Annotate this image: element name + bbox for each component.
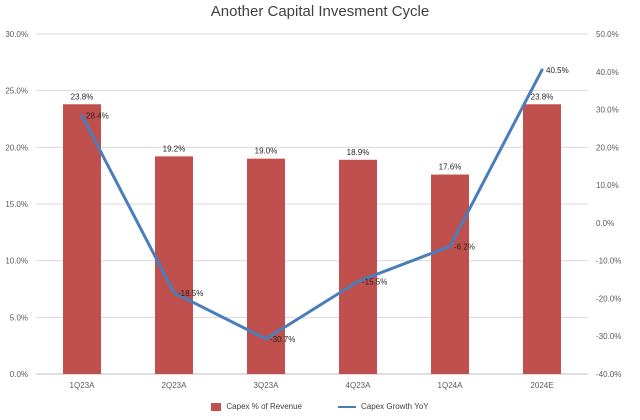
legend-bar-swatch	[211, 402, 222, 411]
bar	[431, 174, 469, 374]
x-tick-label: 4Q23A	[346, 381, 372, 390]
y-right-tick-label: -30.0%	[596, 332, 621, 341]
legend-item-capex-growth: Capex Growth YoY	[338, 402, 429, 411]
bar	[523, 104, 561, 375]
bar-data-label: 17.6%	[439, 163, 462, 172]
legend-label-capex-growth: Capex Growth YoY	[361, 402, 429, 411]
bar	[63, 104, 101, 375]
line-data-label: -18.5%	[178, 289, 203, 298]
legend-label-capex-revenue: Capex % of Revenue	[226, 402, 302, 411]
y-right-tick-label: 0.0%	[596, 219, 614, 228]
y-right-tick-label: -40.0%	[596, 370, 621, 379]
series-line	[80, 69, 544, 341]
line-point	[264, 337, 268, 341]
y-right-tick-label: 20.0%	[596, 143, 619, 152]
legend: Capex % of Revenue Capex Growth YoY	[0, 402, 640, 411]
y-right-tick-label: 40.0%	[596, 68, 619, 77]
line-data-label: -6.2%	[454, 242, 475, 251]
bar-data-label: 23.8%	[71, 92, 94, 101]
y-left-tick-label: 15.0%	[5, 200, 28, 209]
y-left-tick-label: 30.0%	[5, 30, 28, 39]
y-right-tick-label: 50.0%	[596, 30, 619, 39]
legend-item-capex-revenue: Capex % of Revenue	[211, 402, 302, 411]
line-point	[356, 279, 360, 283]
y-left-tick-label: 20.0%	[5, 143, 28, 152]
bar-data-label: 19.0%	[255, 147, 278, 156]
y-left-tick-label: 10.0%	[5, 257, 28, 266]
line-data-label: 28.4%	[86, 112, 109, 121]
line-data-label: 40.5%	[546, 66, 569, 75]
x-tick-label: 3Q23A	[254, 381, 280, 390]
line-data-label: -30.7%	[270, 335, 295, 344]
bar	[339, 159, 377, 374]
x-tick-label: 2024E	[530, 381, 553, 390]
y-left-tick-label: 0.0%	[10, 370, 28, 379]
x-tick-label: 1Q23A	[70, 381, 96, 390]
legend-line-swatch	[338, 405, 356, 408]
x-tick-label: 2Q23A	[162, 381, 188, 390]
line-point	[448, 244, 452, 248]
y-right-tick-label: 10.0%	[596, 181, 619, 190]
y-left-tick-label: 25.0%	[5, 87, 28, 96]
line-point	[540, 68, 544, 72]
line-point	[80, 114, 84, 118]
bar-data-label: 18.9%	[347, 148, 370, 157]
y-right-tick-label: -20.0%	[596, 294, 621, 303]
chart-title: Another Capital Invesment Cycle	[210, 3, 430, 20]
x-tick-label: 1Q24A	[438, 381, 464, 390]
line-point	[172, 291, 176, 295]
y-right-tick-label: 30.0%	[596, 106, 619, 115]
bar-data-label: 19.2%	[163, 144, 186, 153]
y-right-tick-label: -10.0%	[596, 257, 621, 266]
bar-data-label: 23.8%	[531, 92, 554, 101]
line-data-label: -15.5%	[362, 277, 387, 286]
y-left-tick-label: 5.0%	[10, 313, 28, 322]
